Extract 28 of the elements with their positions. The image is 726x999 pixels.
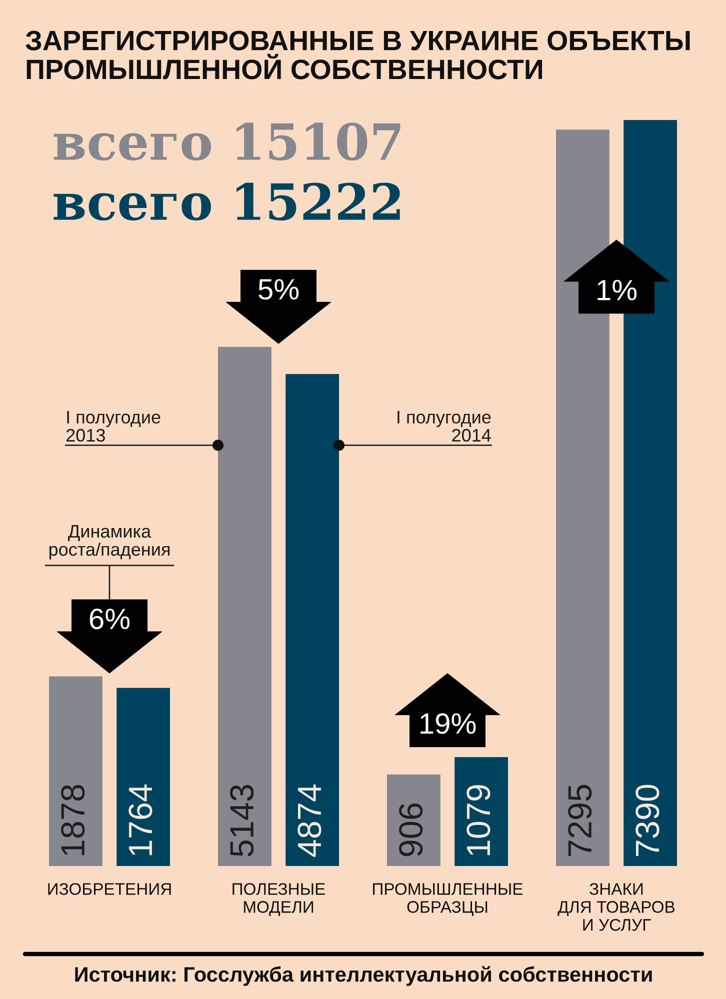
bar: [116, 688, 170, 866]
text: Источник: Госслужба интеллектуальной собственности: [75, 966, 652, 986]
chart-title: ЗАРЕГИСТРИРОВАННЫЕ В УКРАИНЕ ОБЪЕКТЫ ПРОМЫШЛЕННОЙ СОБСТВЕННОСТИ: [26, 30, 690, 80]
bar: [286, 374, 339, 866]
data-label: 7295: [568, 784, 592, 856]
x-tick-label: ПОЛЕЗНЫЕ МОДЕЛИ: [232, 883, 325, 916]
x-tick-label: ЗНАКИ ДЛЯ ТОВАРОВ И УСЛУГ: [558, 883, 675, 931]
data-label: 7390: [636, 784, 660, 856]
text: I полугодие 2013: [66, 410, 160, 442]
annotation: Динамика роста/падения: [49, 525, 170, 560]
text: всего 15107 всего 15222: [54, 122, 400, 221]
annotation: 6%: [90, 608, 130, 630]
x-tick-label: ПРОМЫШЛЕННЫЕ ОБРАЗЦЫ: [373, 883, 523, 916]
data-label: 4874: [298, 784, 322, 857]
bar: [454, 757, 508, 866]
bar: [49, 676, 102, 866]
x-tick-label: ИЗОБРЕТЕНИЯ: [48, 883, 171, 895]
data-label: 1764: [128, 784, 152, 856]
data-label: 906: [399, 804, 423, 856]
annotation: 5%: [258, 279, 299, 300]
data-label: 1878: [61, 784, 85, 856]
annotation: 19%: [420, 713, 476, 734]
annotation: 1%: [598, 280, 637, 300]
bar: [387, 774, 440, 866]
data-label: 5143: [230, 784, 254, 856]
data-label: 1079: [466, 785, 490, 856]
bar: [218, 346, 272, 866]
text: I полугодие 2014: [398, 410, 491, 442]
